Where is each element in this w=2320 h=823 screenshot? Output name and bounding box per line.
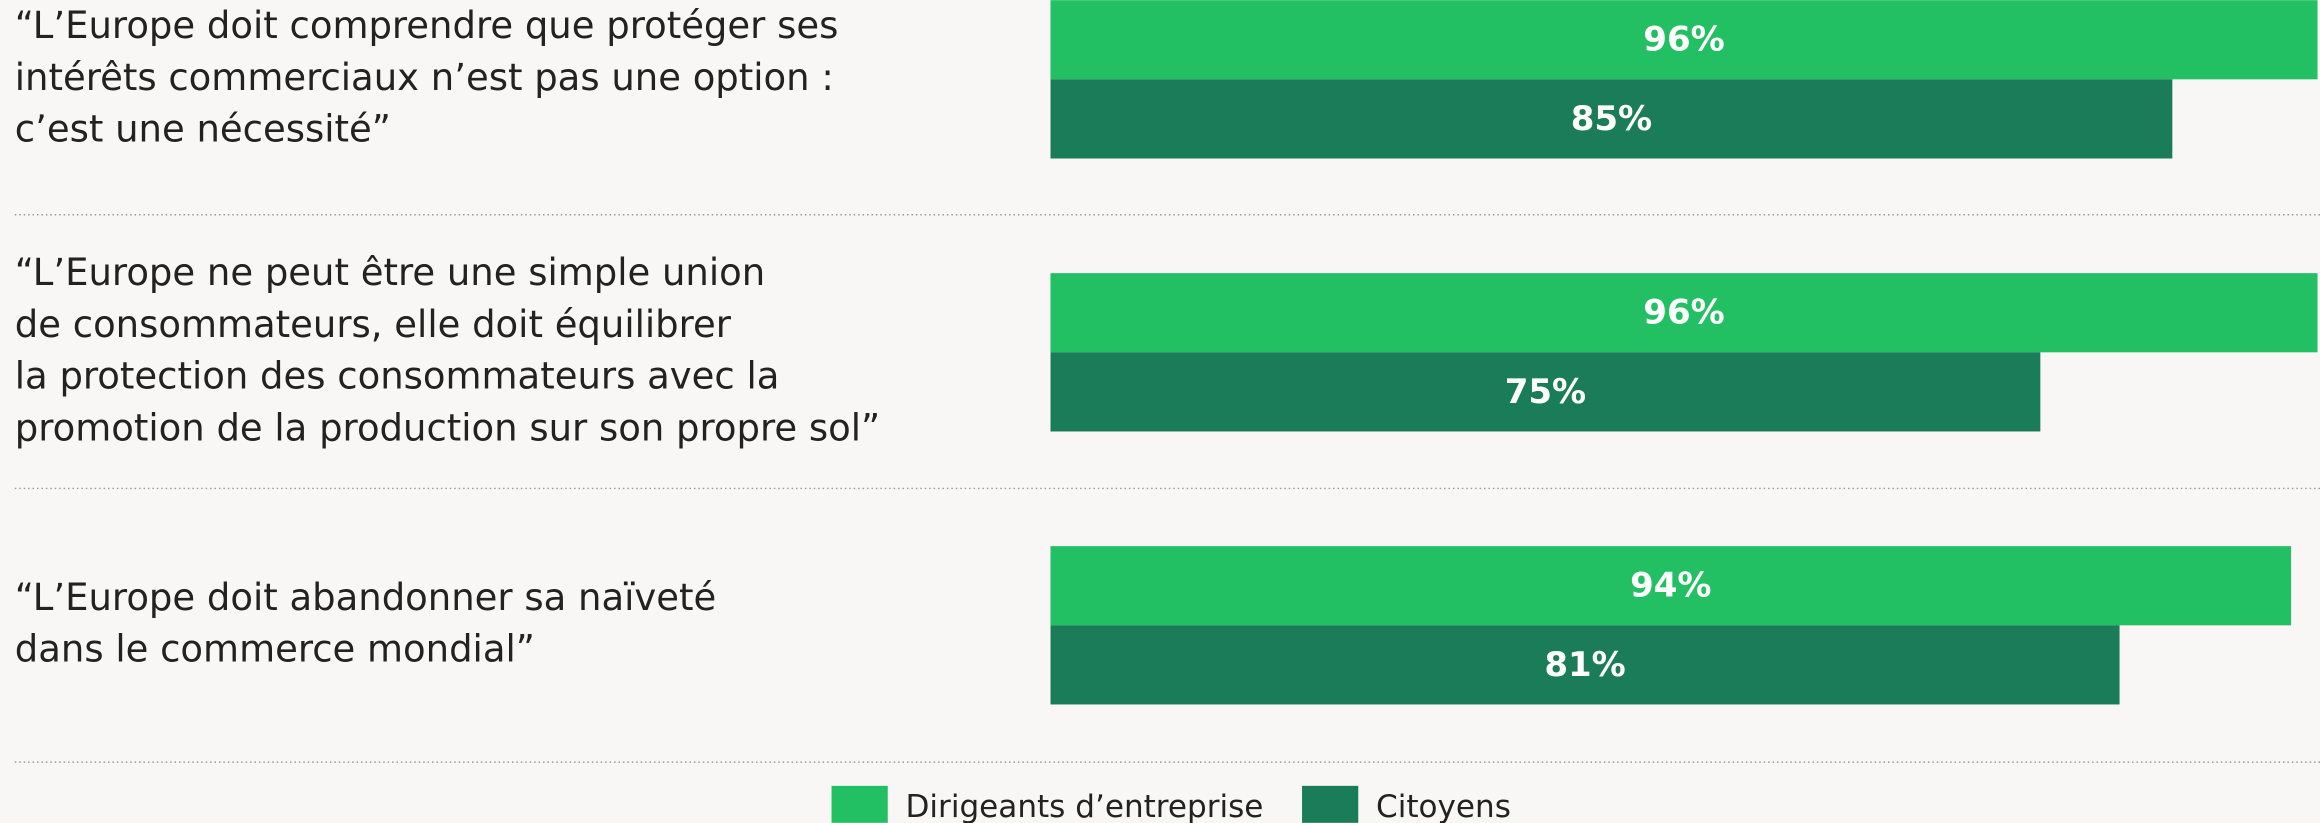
bar: [1050, 0, 2318, 80]
value-label: 94%: [1630, 566, 1711, 606]
category-label: “L’Europe doit abandonner sa naïveté: [15, 576, 716, 619]
legend-swatch: [831, 785, 888, 823]
category-label: de consommateurs, elle doit équilibrer: [15, 303, 732, 346]
bar: [1050, 79, 2173, 159]
legend-swatch: [1302, 785, 1359, 823]
value-label: 96%: [1643, 293, 1724, 333]
bar: [1050, 546, 2292, 626]
bar: [1050, 625, 2120, 705]
value-label: 81%: [1544, 645, 1625, 685]
category-label: intérêts commerciaux n’est pas une optio…: [15, 56, 834, 99]
value-label: 75%: [1505, 372, 1586, 412]
value-label: 96%: [1643, 20, 1724, 60]
legend-label: Citoyens: [1376, 789, 1511, 823]
category-label: “L’Europe doit comprendre que protéger s…: [15, 4, 839, 47]
category-label: “L’Europe ne peut être une simple union: [15, 251, 765, 294]
category-label: promotion de la production sur son propr…: [15, 406, 880, 449]
category-label: c’est une nécessité”: [15, 108, 391, 151]
bar: [1050, 273, 2318, 353]
category-label: dans le commerce mondial”: [15, 628, 535, 671]
bar: [1050, 352, 2041, 432]
value-label: 85%: [1571, 99, 1652, 139]
category-label: la protection des consommateurs avec la: [15, 355, 780, 398]
legend-label: Dirigeants d’entreprise: [906, 789, 1264, 823]
